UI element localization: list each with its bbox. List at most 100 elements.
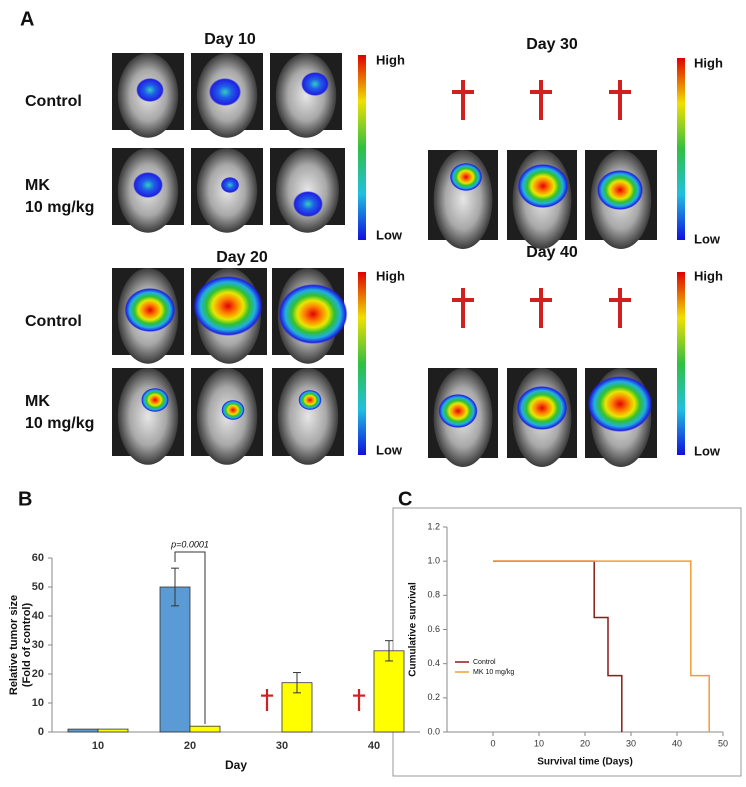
dagger (452, 298, 474, 302)
y-axis-label: Relative tumor size (8, 595, 20, 695)
bar (159, 586, 191, 733)
y-tick-label: 0.8 (427, 590, 440, 600)
y-tick-label: 0.4 (427, 658, 440, 668)
y-axis-label: Cumulative survival (408, 582, 419, 677)
x-tick-label: 0 (490, 738, 495, 748)
bar (189, 725, 221, 733)
signal (220, 177, 240, 193)
row-label: MK (25, 177, 50, 194)
row-label: Control (25, 93, 82, 110)
mouse-body (117, 368, 179, 465)
y-tick-label: 60 (32, 552, 44, 564)
y-tick-label: 1.2 (427, 521, 440, 531)
y-tick-label: 40 (32, 610, 44, 622)
color-scale (358, 272, 366, 455)
row-label: MK (25, 393, 50, 410)
scale-low: Low (694, 443, 721, 458)
legend-label: Control (473, 659, 496, 666)
scale-high: High (376, 52, 405, 67)
x-tick-label: 30 (626, 738, 636, 748)
scale-high: High (694, 268, 723, 283)
x-tick-label: 10 (534, 738, 544, 748)
mouse-body (275, 53, 337, 138)
day-title: Day 10 (204, 31, 256, 48)
dagger (618, 288, 622, 328)
y-tick-label: 20 (32, 668, 44, 680)
signal (136, 78, 164, 102)
x-tick-label: 20 (580, 738, 590, 748)
x-tick-label: 20 (184, 740, 196, 752)
dagger (260, 694, 274, 697)
dagger (539, 80, 543, 120)
signal (597, 170, 643, 210)
scale-high: High (694, 55, 723, 70)
x-axis-label: Day (225, 758, 247, 772)
bar (97, 728, 129, 733)
panel-label: A (20, 8, 34, 30)
dagger (352, 694, 366, 697)
dagger (452, 90, 474, 94)
day-title: Day 30 (526, 36, 578, 53)
survival-line (493, 560, 623, 732)
dagger (530, 298, 552, 302)
dagger (461, 80, 465, 120)
row-label: 10 mg/kg (25, 415, 94, 432)
signal (124, 288, 176, 332)
panel-c-frame (392, 507, 742, 777)
x-tick-label: 10 (92, 740, 104, 752)
panel-label: C (398, 488, 412, 510)
signal (293, 191, 323, 217)
y-tick-label: 0 (38, 726, 44, 738)
y-tick-label: 0.2 (427, 692, 440, 702)
color-scale (358, 55, 366, 240)
survival-line (493, 560, 710, 732)
row-label: 10 mg/kg (25, 199, 94, 216)
scale-high: High (376, 268, 405, 283)
y-tick-label: 1.0 (427, 556, 440, 566)
signal (517, 164, 569, 208)
dagger (357, 689, 361, 711)
signal (298, 390, 322, 410)
bar (67, 728, 99, 733)
signal (278, 284, 348, 344)
color-scale (677, 272, 685, 455)
error-bar (385, 640, 393, 662)
scale-low: Low (376, 227, 403, 242)
dagger (461, 288, 465, 328)
x-tick-label: 30 (276, 740, 288, 752)
y-tick-label: 30 (32, 639, 44, 651)
color-scale (677, 58, 685, 240)
signal (133, 172, 163, 198)
day-title: Day 20 (216, 249, 268, 266)
x-tick-label: 50 (718, 738, 728, 748)
signal (208, 78, 242, 106)
x-tick-label: 40 (368, 740, 380, 752)
y-tick-label: 10 (32, 697, 44, 709)
signal (516, 386, 568, 430)
dagger (609, 90, 631, 94)
panel-a: A Day 10 Day 20 Day 30 Day 40 Control MK… (20, 8, 723, 467)
signal (587, 376, 653, 432)
error-bar (171, 567, 179, 607)
signal (193, 276, 263, 336)
significance-bracket (174, 551, 206, 724)
dagger (609, 298, 631, 302)
p-value: p=0.0001 (170, 539, 209, 549)
row-label: Control (25, 313, 82, 330)
signal (438, 394, 478, 428)
y-tick-label: 0.0 (427, 726, 440, 736)
mouse-body (277, 368, 339, 465)
scale-low: Low (376, 442, 403, 457)
panel-label: B (18, 488, 32, 510)
y-tick-label: 50 (32, 581, 44, 593)
signal (301, 72, 329, 96)
bar (373, 650, 405, 733)
mouse-body (276, 148, 339, 233)
signal (221, 400, 245, 420)
dagger (530, 90, 552, 94)
dagger (265, 689, 269, 711)
dagger (539, 288, 543, 328)
dagger (618, 80, 622, 120)
error-bar (293, 672, 301, 694)
